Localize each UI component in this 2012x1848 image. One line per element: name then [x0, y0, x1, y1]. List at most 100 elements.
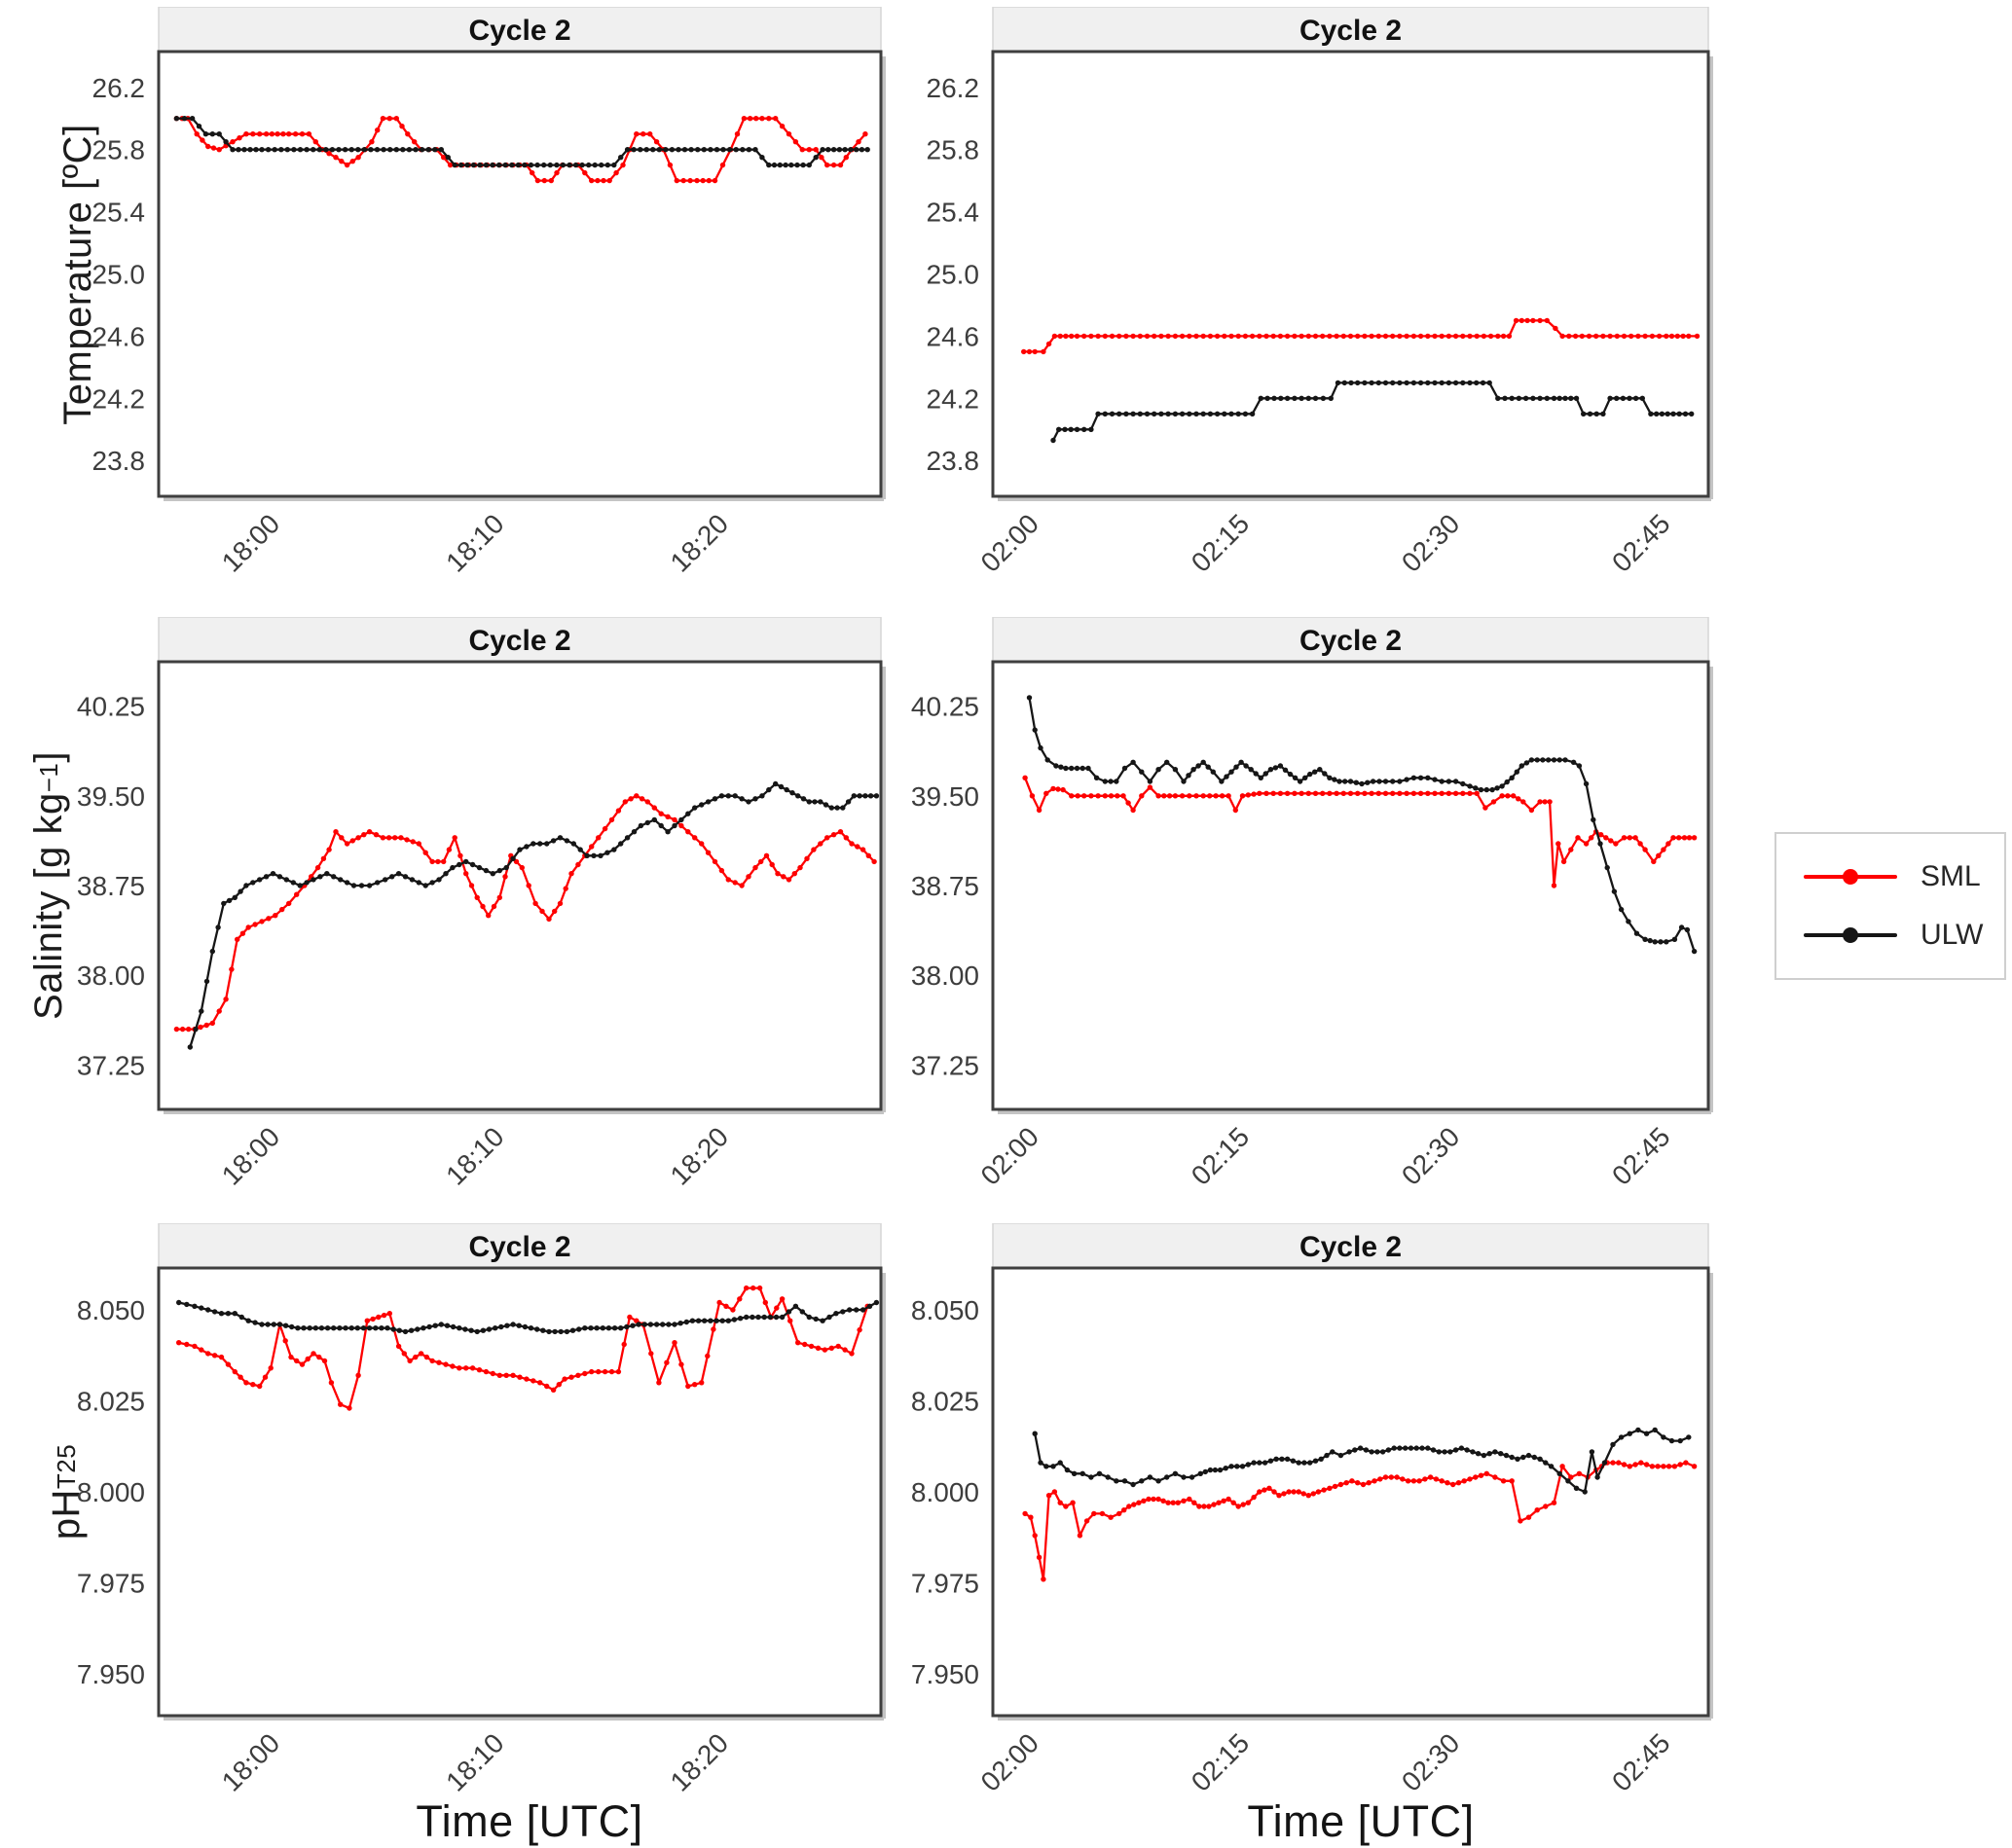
data-point	[1377, 1476, 1383, 1482]
x-tick-label: 18:10	[440, 508, 509, 577]
data-point	[794, 162, 800, 168]
data-point	[218, 1354, 225, 1360]
data-point	[215, 924, 221, 930]
data-point	[1032, 348, 1038, 355]
data-point	[1239, 793, 1246, 799]
data-point	[663, 147, 669, 153]
data-point	[1483, 786, 1489, 793]
data-point	[1281, 1491, 1287, 1497]
data-point	[1542, 799, 1548, 805]
data-point	[779, 124, 786, 129]
data-point	[1036, 807, 1043, 814]
data-point	[1327, 1485, 1333, 1491]
data-point	[1686, 333, 1692, 340]
data-point	[1057, 1460, 1063, 1466]
data-point	[677, 1321, 683, 1326]
data-point	[1691, 948, 1698, 955]
data-point	[1225, 1496, 1231, 1503]
data-point	[299, 1361, 306, 1367]
data-point	[1566, 333, 1572, 340]
data-point	[1144, 333, 1151, 340]
data-point	[1064, 1467, 1071, 1473]
data-point	[354, 1325, 360, 1331]
data-point	[1397, 1445, 1403, 1451]
data-point	[773, 116, 779, 122]
data-point	[1691, 835, 1698, 841]
data-point	[658, 811, 664, 816]
data-point	[1682, 411, 1689, 417]
data-point	[786, 131, 792, 137]
data-point	[1181, 1498, 1187, 1504]
data-point	[1085, 765, 1091, 772]
x-tick-label: 18:20	[665, 508, 734, 577]
data-point	[1334, 790, 1339, 796]
x-tick-label: 02:30	[1396, 1727, 1465, 1796]
data-point	[1284, 1456, 1291, 1462]
data-point	[193, 1026, 199, 1033]
data-point	[786, 1309, 792, 1315]
data-point	[1253, 771, 1259, 777]
data-point	[232, 894, 238, 900]
data-point	[381, 147, 386, 153]
data-point	[621, 1341, 627, 1348]
data-point	[441, 858, 447, 865]
data-point	[474, 1328, 480, 1335]
data-point	[524, 1376, 530, 1382]
data-point	[1637, 841, 1643, 847]
data-point	[1093, 775, 1100, 780]
data-point	[1343, 1480, 1349, 1486]
data-point	[774, 1305, 780, 1311]
data-point	[1136, 1500, 1142, 1505]
data-point	[1043, 1464, 1049, 1469]
data-point	[1607, 395, 1613, 401]
data-point	[210, 145, 217, 151]
data-point	[1286, 1489, 1292, 1495]
data-point	[1315, 1489, 1322, 1495]
data-point	[761, 1314, 767, 1321]
y-tick-label: 37.25	[77, 1050, 145, 1080]
data-point	[667, 162, 674, 168]
data-point	[528, 162, 534, 168]
data-point	[1547, 799, 1553, 805]
data-point	[422, 850, 428, 855]
data-point	[534, 177, 541, 184]
data-point	[786, 877, 792, 883]
sml-dot-icon	[1843, 869, 1858, 885]
data-point	[1327, 775, 1333, 780]
data-point	[1109, 333, 1116, 340]
data-point	[624, 1323, 630, 1330]
data-point	[1582, 1489, 1588, 1495]
data-point	[181, 116, 188, 122]
data-point	[415, 1326, 421, 1332]
data-point	[1051, 333, 1058, 340]
data-point	[1366, 1480, 1372, 1486]
data-point	[1473, 1474, 1479, 1480]
data-point	[1335, 380, 1341, 386]
data-point	[871, 858, 877, 865]
y-tick-label: 7.950	[77, 1659, 145, 1689]
data-point	[463, 871, 469, 877]
data-point	[375, 880, 381, 886]
data-point	[1187, 793, 1192, 799]
data-point	[1500, 1478, 1507, 1484]
data-point	[689, 1318, 696, 1323]
data-point	[638, 147, 643, 153]
data-point	[750, 1285, 756, 1291]
data-point	[854, 147, 860, 153]
data-point	[1408, 1445, 1414, 1451]
data-point	[1534, 757, 1540, 763]
data-point	[546, 916, 552, 923]
data-point	[311, 1351, 316, 1357]
data-point	[393, 116, 399, 122]
data-point	[1551, 395, 1557, 401]
data-point	[1349, 1478, 1355, 1484]
data-point	[405, 131, 411, 137]
data-point	[1347, 779, 1354, 784]
data-point	[1050, 1464, 1056, 1469]
plot-area	[159, 52, 881, 496]
data-point	[1242, 411, 1249, 417]
data-point	[199, 1008, 204, 1014]
data-point	[1211, 1502, 1217, 1507]
data-point	[1147, 779, 1153, 784]
data-point	[468, 1327, 474, 1333]
